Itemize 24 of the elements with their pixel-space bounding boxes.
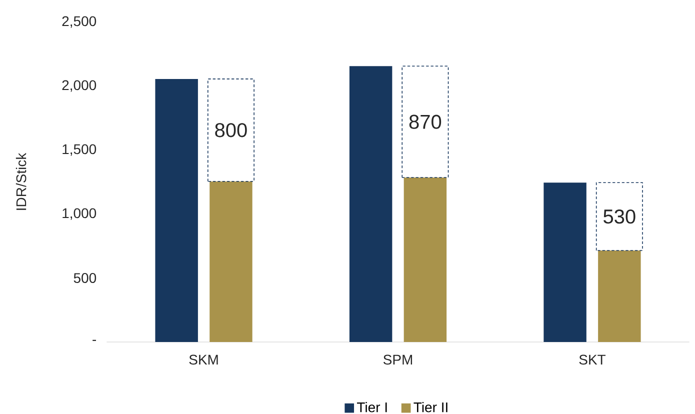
bar: [402, 66, 449, 178]
bar: [210, 181, 252, 342]
bar: [208, 78, 254, 182]
legend-label: Tier I: [357, 402, 387, 412]
data-label: 800: [215, 123, 247, 138]
data-label: 870: [409, 114, 442, 129]
y-tick-label: 2,500: [62, 16, 96, 28]
y-tick-label: 500: [74, 273, 96, 283]
x-tick-label: SKM: [189, 354, 218, 365]
y-tick-label: 1,000: [62, 208, 96, 220]
data-label: 530: [604, 209, 636, 224]
x-tick-label: SKT: [579, 354, 606, 365]
x-tick-label: SPM: [383, 354, 412, 365]
y-tick-label: 1,500: [62, 144, 96, 156]
y-tick-label: -: [92, 340, 96, 341]
bar: [596, 182, 643, 251]
bar: [155, 78, 198, 342]
y-tick-label: 2,000: [62, 80, 96, 92]
bar: [349, 66, 392, 342]
legend-label: Tier II: [414, 402, 448, 412]
bar: [598, 250, 641, 342]
bar: [544, 182, 586, 342]
y-axis-title: IDR/Stick: [16, 152, 26, 210]
bar: [404, 178, 447, 342]
